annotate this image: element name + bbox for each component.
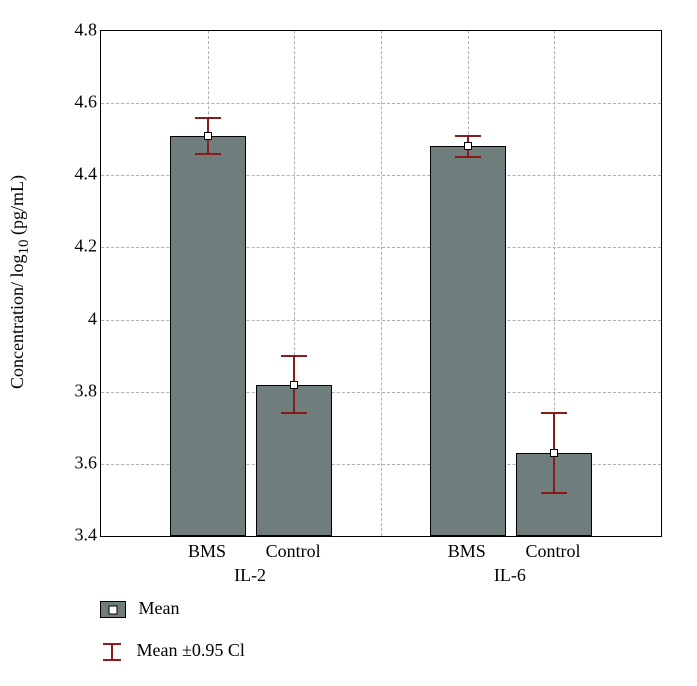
legend-item-mean: Mean bbox=[100, 598, 179, 619]
ytick-label: 3.4 bbox=[37, 525, 97, 546]
y-axis-label: Concentration/ log10 (pg/mL) bbox=[7, 175, 33, 389]
ytick-label: 3.8 bbox=[37, 380, 97, 401]
mean-swatch-icon bbox=[100, 601, 126, 618]
ytick-label: 4.6 bbox=[37, 92, 97, 113]
subgroup-label: BMS bbox=[162, 541, 252, 562]
subgroup-label: Control bbox=[508, 541, 598, 562]
bar bbox=[170, 136, 246, 536]
group-label: IL-6 bbox=[460, 565, 560, 586]
plot-area bbox=[100, 30, 662, 537]
subgroup-label: BMS bbox=[422, 541, 512, 562]
bar bbox=[430, 146, 506, 536]
legend-label-ci: Mean ±0.95 Cl bbox=[137, 640, 245, 660]
ytick-label: 3.6 bbox=[37, 452, 97, 473]
ytick-label: 4.2 bbox=[37, 236, 97, 257]
ytick-label: 4.8 bbox=[37, 20, 97, 41]
ytick-label: 4 bbox=[37, 308, 97, 329]
mean-marker bbox=[550, 449, 558, 457]
mean-marker bbox=[464, 142, 472, 150]
ytick-label: 4.4 bbox=[37, 164, 97, 185]
legend-label-mean: Mean bbox=[139, 598, 180, 618]
ci-swatch-icon bbox=[100, 643, 124, 661]
subgroup-label: Control bbox=[248, 541, 338, 562]
mean-marker bbox=[204, 132, 212, 140]
group-label: IL-2 bbox=[200, 565, 300, 586]
gridline-vertical bbox=[381, 31, 382, 536]
chart-container: Concentration/ log10 (pg/mL) Mean Mean ±… bbox=[0, 0, 697, 686]
mean-marker bbox=[290, 381, 298, 389]
legend-item-ci: Mean ±0.95 Cl bbox=[100, 640, 245, 661]
